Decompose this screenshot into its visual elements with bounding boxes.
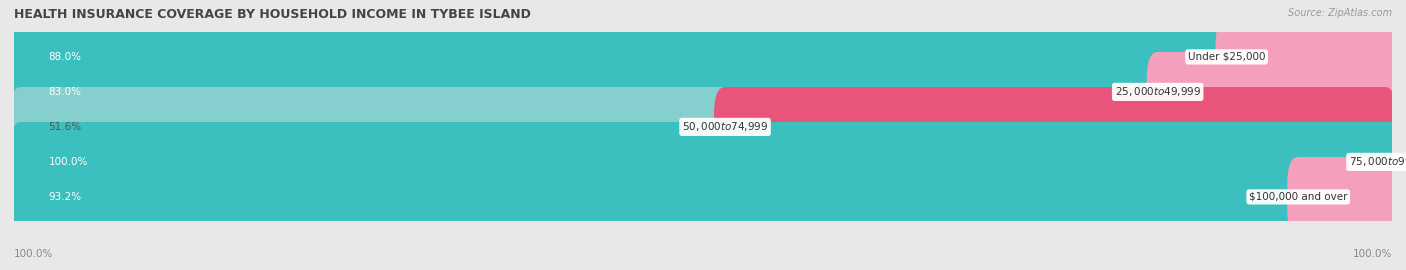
FancyBboxPatch shape	[18, 77, 1388, 107]
Text: 100.0%: 100.0%	[14, 249, 53, 259]
FancyBboxPatch shape	[21, 113, 1385, 141]
FancyBboxPatch shape	[1147, 52, 1396, 132]
FancyBboxPatch shape	[18, 112, 1388, 141]
FancyBboxPatch shape	[18, 147, 1388, 177]
FancyBboxPatch shape	[10, 17, 1237, 97]
FancyBboxPatch shape	[18, 182, 1388, 212]
FancyBboxPatch shape	[21, 43, 1385, 70]
FancyBboxPatch shape	[714, 87, 1396, 167]
Text: Under $25,000: Under $25,000	[1188, 52, 1265, 62]
Text: HEALTH INSURANCE COVERAGE BY HOUSEHOLD INCOME IN TYBEE ISLAND: HEALTH INSURANCE COVERAGE BY HOUSEHOLD I…	[14, 8, 531, 21]
FancyBboxPatch shape	[10, 122, 1403, 202]
FancyBboxPatch shape	[10, 52, 1168, 132]
Text: 88.0%: 88.0%	[48, 52, 82, 62]
Text: $25,000 to $49,999: $25,000 to $49,999	[1115, 85, 1201, 98]
Text: $100,000 and over: $100,000 and over	[1249, 192, 1347, 202]
FancyBboxPatch shape	[21, 183, 1385, 211]
FancyBboxPatch shape	[1216, 17, 1396, 97]
FancyBboxPatch shape	[10, 87, 737, 167]
Text: Source: ZipAtlas.com: Source: ZipAtlas.com	[1288, 8, 1392, 18]
FancyBboxPatch shape	[21, 148, 1385, 176]
Text: 100.0%: 100.0%	[48, 157, 89, 167]
Text: $75,000 to $99,999: $75,000 to $99,999	[1348, 156, 1406, 168]
Text: 100.0%: 100.0%	[1353, 249, 1392, 259]
FancyBboxPatch shape	[10, 157, 1309, 237]
FancyBboxPatch shape	[21, 78, 1385, 106]
FancyBboxPatch shape	[18, 42, 1388, 72]
Text: 83.0%: 83.0%	[48, 87, 82, 97]
FancyBboxPatch shape	[1288, 157, 1396, 237]
Text: 51.6%: 51.6%	[48, 122, 82, 132]
Text: 93.2%: 93.2%	[48, 192, 82, 202]
Text: $50,000 to $74,999: $50,000 to $74,999	[682, 120, 768, 133]
